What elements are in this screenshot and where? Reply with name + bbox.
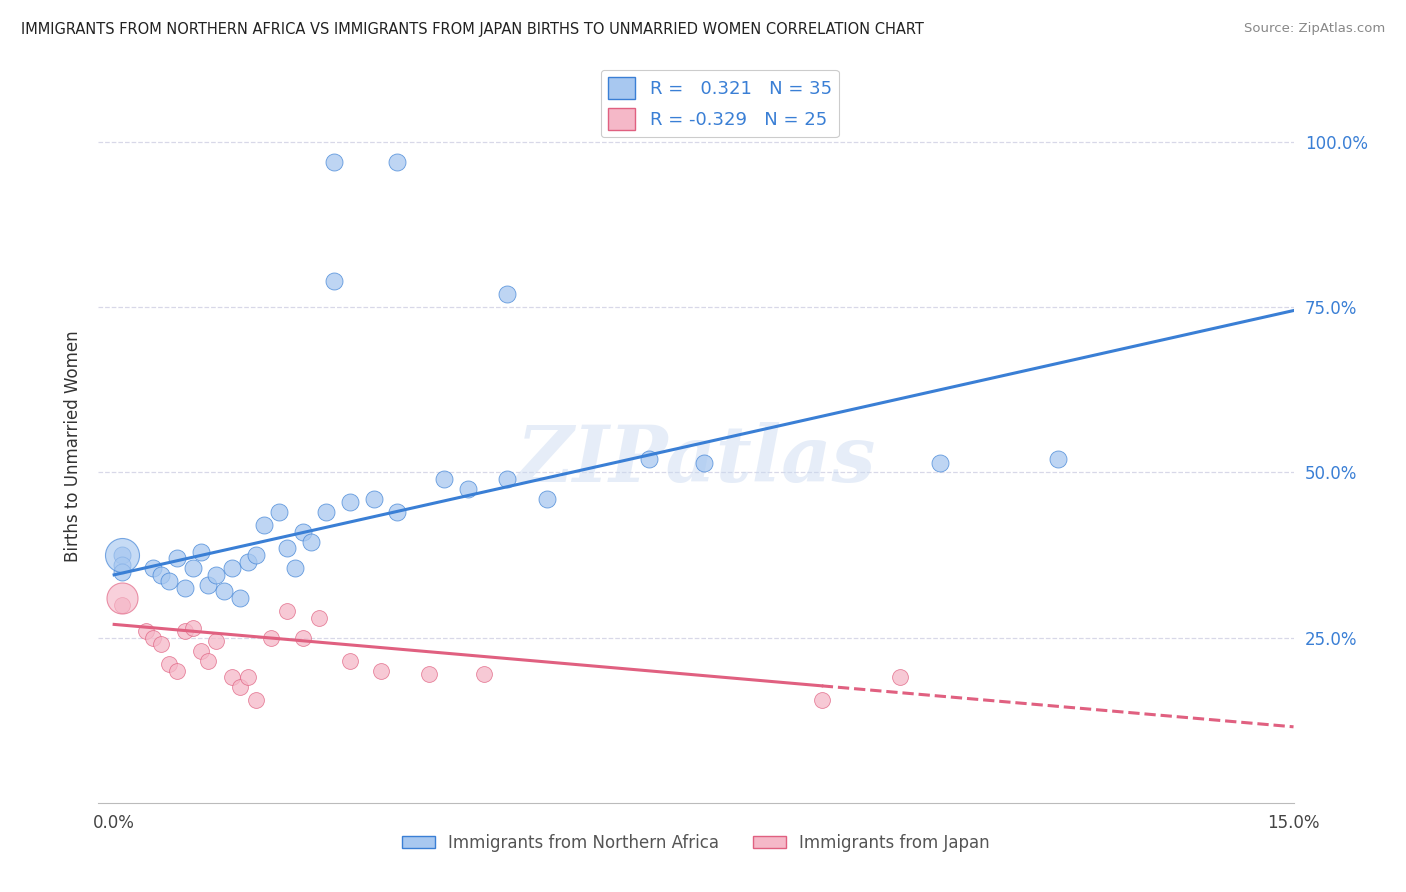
Point	[236, 555, 259, 569]
Point	[308, 611, 330, 625]
Point	[150, 637, 173, 651]
Y-axis label: Births to Unmarried Women: Births to Unmarried Women	[63, 330, 82, 562]
Point	[928, 456, 950, 470]
Point	[637, 452, 659, 467]
Point	[111, 548, 134, 562]
Point	[693, 456, 716, 470]
Point	[252, 518, 274, 533]
Point	[142, 631, 165, 645]
Point	[370, 664, 392, 678]
Point	[1046, 452, 1069, 467]
Point	[315, 505, 337, 519]
Point	[166, 551, 188, 566]
Point	[142, 561, 165, 575]
Point	[339, 495, 361, 509]
Point	[174, 624, 197, 638]
Point	[221, 670, 243, 684]
Point	[323, 274, 346, 288]
Point	[496, 472, 519, 486]
Point	[135, 624, 157, 638]
Point	[418, 667, 440, 681]
Point	[236, 670, 259, 684]
Point	[166, 664, 188, 678]
Point	[433, 472, 456, 486]
Point	[205, 634, 228, 648]
Point	[221, 561, 243, 575]
Point	[291, 631, 314, 645]
Point	[181, 621, 204, 635]
Point	[197, 578, 219, 592]
Point	[291, 524, 314, 539]
Point	[387, 505, 409, 519]
Point	[363, 491, 385, 506]
Point	[245, 693, 267, 707]
Point	[111, 548, 134, 562]
Text: Source: ZipAtlas.com: Source: ZipAtlas.com	[1244, 22, 1385, 36]
Point	[150, 567, 173, 582]
Point	[174, 581, 197, 595]
Point	[276, 604, 298, 618]
Point	[260, 631, 283, 645]
Point	[190, 644, 212, 658]
Point	[190, 545, 212, 559]
Point	[339, 654, 361, 668]
Point	[111, 591, 134, 605]
Point	[111, 565, 134, 579]
Point	[810, 693, 832, 707]
Point	[457, 482, 479, 496]
Point	[212, 584, 235, 599]
Point	[197, 654, 219, 668]
Point	[111, 598, 134, 612]
Point	[276, 541, 298, 556]
Point	[269, 505, 291, 519]
Point	[157, 657, 180, 671]
Point	[245, 548, 267, 562]
Point	[205, 567, 228, 582]
Point	[536, 491, 558, 506]
Point	[229, 680, 252, 694]
Point	[472, 667, 495, 681]
Point	[889, 670, 911, 684]
Point	[496, 287, 519, 301]
Point	[387, 154, 409, 169]
Point	[157, 574, 180, 589]
Point	[111, 558, 134, 572]
Text: IMMIGRANTS FROM NORTHERN AFRICA VS IMMIGRANTS FROM JAPAN BIRTHS TO UNMARRIED WOM: IMMIGRANTS FROM NORTHERN AFRICA VS IMMIG…	[21, 22, 924, 37]
Text: ZIPatlas: ZIPatlas	[516, 422, 876, 499]
Point	[181, 561, 204, 575]
Point	[323, 154, 346, 169]
Point	[229, 591, 252, 605]
Point	[284, 561, 307, 575]
Point	[299, 534, 322, 549]
Legend: Immigrants from Northern Africa, Immigrants from Japan: Immigrants from Northern Africa, Immigra…	[395, 828, 997, 859]
